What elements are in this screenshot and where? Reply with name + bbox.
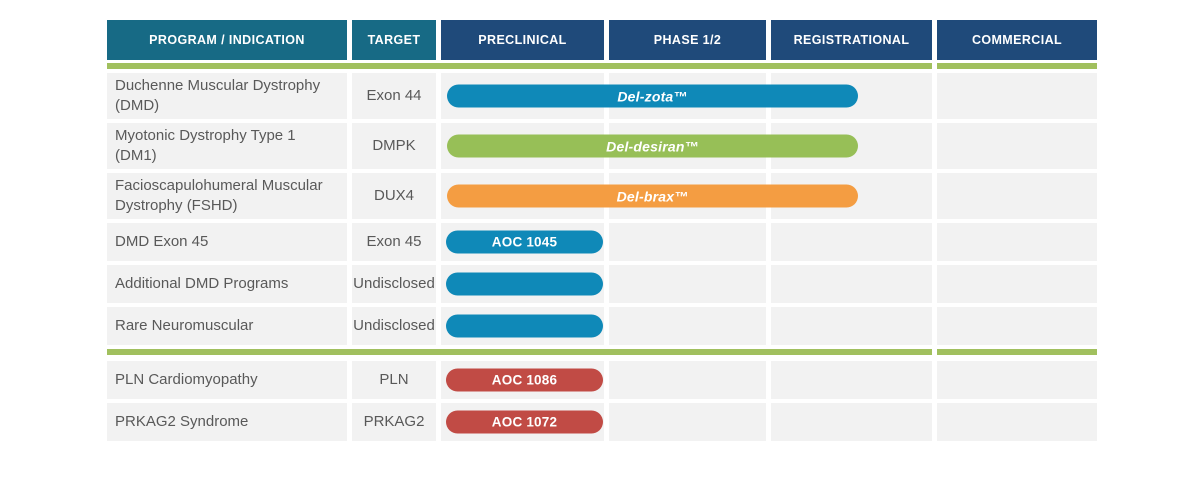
pipeline-row-dmd-exon-45: DMD Exon 45 Exon 45 AOC 1045 xyxy=(107,223,1097,261)
group-divider-line xyxy=(107,349,1097,355)
target-label: DMPK xyxy=(372,137,416,154)
progress-bar-aoc-1072: AOC 1072 xyxy=(446,410,603,434)
column-header-program-indication: PROGRAM / INDICATION xyxy=(107,20,347,60)
progress-bar-del-brax: Del-brax™ xyxy=(447,184,858,208)
target-cell: Exon 45 xyxy=(352,223,436,261)
program-label: PLN Cardiomyopathy xyxy=(115,371,258,388)
stage-cell xyxy=(771,307,932,345)
pipeline-table: PROGRAM / INDICATION TARGET PRECLINICAL PHA… xyxy=(107,20,1097,445)
program-label: Duchenne Muscular Dystrophy (DMD) xyxy=(115,77,321,114)
column-header-phase-1-2: PHASE 1/2 xyxy=(609,20,766,60)
pipeline-group-cardiology: PLN Cardiomyopathy PLN AOC 1086 PRKAG2 Synd… xyxy=(107,361,1097,441)
stage-cell xyxy=(937,361,1097,399)
program-cell: Myotonic Dystrophy Type 1 (DM1) xyxy=(107,123,347,169)
row-cells: DMD Exon 45 Exon 45 xyxy=(107,223,1097,261)
row-cells: Additional DMD Programs Undisclosed xyxy=(107,265,1097,303)
stage-cell xyxy=(937,265,1097,303)
program-cell: PRKAG2 Syndrome xyxy=(107,403,347,441)
target-label: Undisclosed xyxy=(353,317,435,334)
target-label: Exon 45 xyxy=(366,233,422,250)
progress-bar-aoc-1086: AOC 1086 xyxy=(446,368,603,392)
bar-label: Del-brax™ xyxy=(616,188,689,204)
header-row: PROGRAM / INDICATION TARGET PRECLINICAL PHA… xyxy=(107,20,1097,60)
stage-cell xyxy=(609,307,766,345)
stage-line-segment xyxy=(937,63,1097,69)
pipeline-row-prkag2-syndrome: PRKAG2 Syndrome PRKAG2 AOC 1072 xyxy=(107,403,1097,441)
program-label: PRKAG2 Syndrome xyxy=(115,413,249,430)
target-label: Exon 44 xyxy=(366,87,422,104)
progress-bar xyxy=(446,272,603,296)
target-cell: Exon 44 xyxy=(352,73,436,119)
target-cell: PLN xyxy=(352,361,436,399)
stage-cell xyxy=(937,123,1097,169)
row-cells: Facioscapulohumeral Muscular Dystrophy (… xyxy=(107,173,1097,219)
stage-cell xyxy=(937,73,1097,119)
stage-cell xyxy=(771,361,932,399)
stage-cell xyxy=(937,307,1097,345)
column-header-commercial: COMMERCIAL xyxy=(937,20,1097,60)
program-cell: PLN Cardiomyopathy xyxy=(107,361,347,399)
stage-cell xyxy=(937,403,1097,441)
program-cell: DMD Exon 45 xyxy=(107,223,347,261)
pipeline-group-neuromuscular: Duchenne Muscular Dystrophy (DMD) Exon 44… xyxy=(107,73,1097,345)
stage-cell xyxy=(771,403,932,441)
target-cell: DUX4 xyxy=(352,173,436,219)
pipeline-row-facioscapulohumeral-muscular-dystrophy-fshd: Facioscapulohumeral Muscular Dystrophy (… xyxy=(107,173,1097,219)
pipeline-row-rare-neuromuscular: Rare Neuromuscular Undisclosed xyxy=(107,307,1097,345)
program-cell: Duchenne Muscular Dystrophy (DMD) xyxy=(107,73,347,119)
column-header-registrational: REGISTRATIONAL xyxy=(771,20,932,60)
stage-line-segment xyxy=(107,349,932,355)
stage-cell xyxy=(609,223,766,261)
program-label: DMD Exon 45 xyxy=(115,233,209,250)
program-label: Myotonic Dystrophy Type 1 (DM1) xyxy=(115,127,296,164)
stage-cell xyxy=(771,265,932,303)
stage-cell xyxy=(771,223,932,261)
program-label: Additional DMD Programs xyxy=(115,275,289,292)
target-cell: Undisclosed xyxy=(352,265,436,303)
row-cells: Myotonic Dystrophy Type 1 (DM1) DMPK xyxy=(107,123,1097,169)
program-cell: Rare Neuromuscular xyxy=(107,307,347,345)
stage-cell xyxy=(609,265,766,303)
progress-bar-aoc-1045: AOC 1045 xyxy=(446,230,603,254)
target-label: PLN xyxy=(379,371,409,388)
program-label: Facioscapulohumeral Muscular Dystrophy (… xyxy=(115,177,323,214)
target-cell: PRKAG2 xyxy=(352,403,436,441)
bar-label: AOC 1086 xyxy=(491,372,558,388)
stage-cell xyxy=(937,223,1097,261)
row-cells: PLN Cardiomyopathy PLN xyxy=(107,361,1097,399)
pipeline-row-myotonic-dystrophy-type-1-dm1: Myotonic Dystrophy Type 1 (DM1) DMPK Del-d… xyxy=(107,123,1097,169)
progress-bar xyxy=(446,314,603,338)
target-label: Undisclosed xyxy=(353,275,435,292)
progress-bar-del-zota: Del-zota™ xyxy=(447,84,858,108)
stage-cell xyxy=(609,361,766,399)
pipeline-row-additional-dmd-programs: Additional DMD Programs Undisclosed xyxy=(107,265,1097,303)
bar-label: Del-desiran™ xyxy=(606,138,699,154)
row-cells: PRKAG2 Syndrome PRKAG2 xyxy=(107,403,1097,441)
target-cell: Undisclosed xyxy=(352,307,436,345)
progress-bar-del-desiran: Del-desiran™ xyxy=(447,134,858,158)
program-label: Rare Neuromuscular xyxy=(115,317,254,334)
bar-label: AOC 1045 xyxy=(491,234,558,250)
target-label: PRKAG2 xyxy=(363,413,425,430)
stage-line-segment xyxy=(937,349,1097,355)
program-cell: Additional DMD Programs xyxy=(107,265,347,303)
stage-line-segment xyxy=(107,63,932,69)
bar-label: Del-zota™ xyxy=(617,88,688,104)
target-label: DUX4 xyxy=(373,187,414,204)
pipeline-row-pln-cardiomyopathy: PLN Cardiomyopathy PLN AOC 1086 xyxy=(107,361,1097,399)
bar-label: AOC 1072 xyxy=(491,414,558,430)
header-stage-line xyxy=(107,63,1097,69)
stage-cell xyxy=(937,173,1097,219)
column-header-target: TARGET xyxy=(352,20,436,60)
column-header-preclinical: PRECLINICAL xyxy=(441,20,604,60)
program-cell: Facioscapulohumeral Muscular Dystrophy (… xyxy=(107,173,347,219)
pipeline-row-duchenne-muscular-dystrophy-dmd: Duchenne Muscular Dystrophy (DMD) Exon 44… xyxy=(107,73,1097,119)
target-cell: DMPK xyxy=(352,123,436,169)
stage-cell xyxy=(609,403,766,441)
